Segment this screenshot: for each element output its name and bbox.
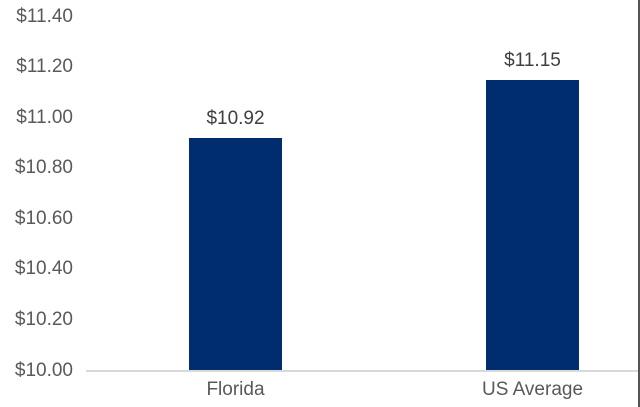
x-axis-category-label: US Average [481,379,584,400]
y-axis-tick-label: $11.20 [16,56,73,78]
y-axis-tick-label: $10.60 [14,207,73,229]
bar [189,137,282,371]
y-axis-tick-label: $10.00 [14,359,73,381]
image-right-border [638,0,640,407]
bar-value-label: $10.92 [206,107,265,129]
x-axis-category-label: Florida [206,379,265,400]
bar [486,79,579,371]
y-axis-tick-label: $11.40 [16,5,73,27]
y-axis-tick-label: $10.40 [14,258,73,280]
bar-value-label: $11.15 [504,49,561,71]
y-axis-tick-label: $10.80 [14,157,73,179]
x-axis-line [86,369,640,372]
y-axis-tick-label: $11.00 [16,106,73,128]
y-axis-tick-label: $10.20 [14,308,73,330]
